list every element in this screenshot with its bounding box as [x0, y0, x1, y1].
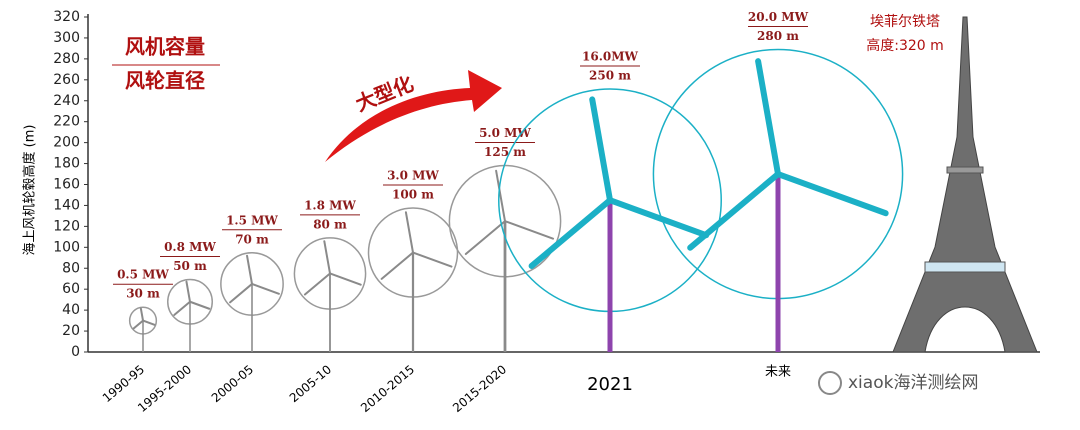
- reference-name: 埃菲尔铁塔: [870, 14, 940, 30]
- y-tick-label: 260: [53, 72, 80, 88]
- y-tick-label: 320: [53, 9, 80, 25]
- blade: [755, 58, 781, 178]
- x-tick-label: 2005-10: [287, 362, 334, 405]
- x-tick-label: 2000-05: [209, 362, 256, 405]
- diameter-label: 80 m: [313, 217, 347, 231]
- tower-deck: [946, 166, 984, 174]
- blade: [504, 220, 555, 240]
- capacity-label: 3.0 MW: [387, 169, 439, 183]
- tower-deck: [924, 261, 1006, 273]
- diameter-label: 125 m: [484, 145, 526, 159]
- diameter-label: 50 m: [173, 259, 207, 273]
- capacity-label: 1.8 MW: [304, 198, 356, 212]
- diameter-label: 100 m: [392, 188, 434, 202]
- y-tick-label: 0: [71, 344, 80, 360]
- diameter-label: 70 m: [235, 232, 269, 246]
- y-tick-label: 40: [62, 302, 80, 318]
- blade: [687, 171, 781, 251]
- trend-arrow: [325, 70, 502, 162]
- watermark: xiaok海洋测绘网: [848, 373, 978, 393]
- y-tick-label: 100: [53, 239, 80, 255]
- blade: [246, 254, 253, 285]
- blade: [142, 319, 156, 326]
- blade: [323, 240, 331, 275]
- blade: [495, 169, 506, 223]
- blade: [185, 280, 191, 303]
- y-tick-label: 160: [53, 177, 80, 193]
- y-tick-label: 140: [53, 197, 80, 213]
- capacity-label: 1.5 MW: [226, 213, 278, 227]
- capacity-label: 0.8 MW: [164, 240, 216, 254]
- blade: [303, 272, 331, 296]
- legend-capacity: 风机容量: [125, 35, 205, 59]
- reference-height: 高度:320 m: [866, 37, 944, 54]
- y-tick-label: 220: [53, 114, 80, 130]
- watermark-icon: [818, 371, 842, 395]
- blade: [329, 272, 362, 286]
- x-tick-label: 2010-2015: [358, 362, 417, 415]
- y-tick-label: 120: [53, 218, 80, 234]
- y-tick-label: 20: [62, 323, 80, 339]
- legend-diameter: 风轮直径: [125, 69, 205, 93]
- capacity-label: 5.0 MW: [479, 126, 531, 140]
- blade: [189, 300, 211, 310]
- diameter-label: 250 m: [589, 68, 631, 82]
- x-tick-label: 未来: [765, 365, 791, 380]
- y-tick-label: 280: [53, 51, 80, 67]
- diameter-label: 280 m: [757, 29, 799, 43]
- blade: [607, 197, 710, 239]
- blade: [404, 211, 414, 254]
- blade: [528, 197, 613, 269]
- blade: [173, 300, 191, 316]
- blade: [775, 171, 889, 217]
- diameter-label: 30 m: [126, 287, 160, 301]
- y-tick-label: 240: [53, 93, 80, 109]
- blade: [380, 251, 414, 280]
- y-tick-label: 60: [62, 281, 80, 297]
- blade: [412, 251, 453, 268]
- y-tick-label: 300: [53, 30, 80, 46]
- capacity-label: 20.0 MW: [748, 10, 809, 24]
- blade: [251, 282, 280, 295]
- x-tick-label: 2015-2020: [450, 362, 509, 415]
- blade: [589, 96, 613, 204]
- x-tick-label: 2021: [587, 374, 633, 395]
- blade: [139, 307, 144, 322]
- eiffel-tower: [892, 16, 1038, 353]
- capacity-label: 0.5 MW: [117, 268, 169, 282]
- blade: [132, 319, 144, 330]
- y-tick-label: 200: [53, 135, 80, 151]
- capacity-label: 16.0MW: [582, 49, 639, 63]
- y-axis-label: 海上风机轮毂高度 (m): [22, 125, 38, 256]
- blade: [464, 220, 506, 256]
- blade: [229, 282, 253, 304]
- x-tick-label: 1990-95: [100, 362, 147, 405]
- y-tick-label: 80: [62, 260, 80, 276]
- y-tick-label: 180: [53, 156, 80, 172]
